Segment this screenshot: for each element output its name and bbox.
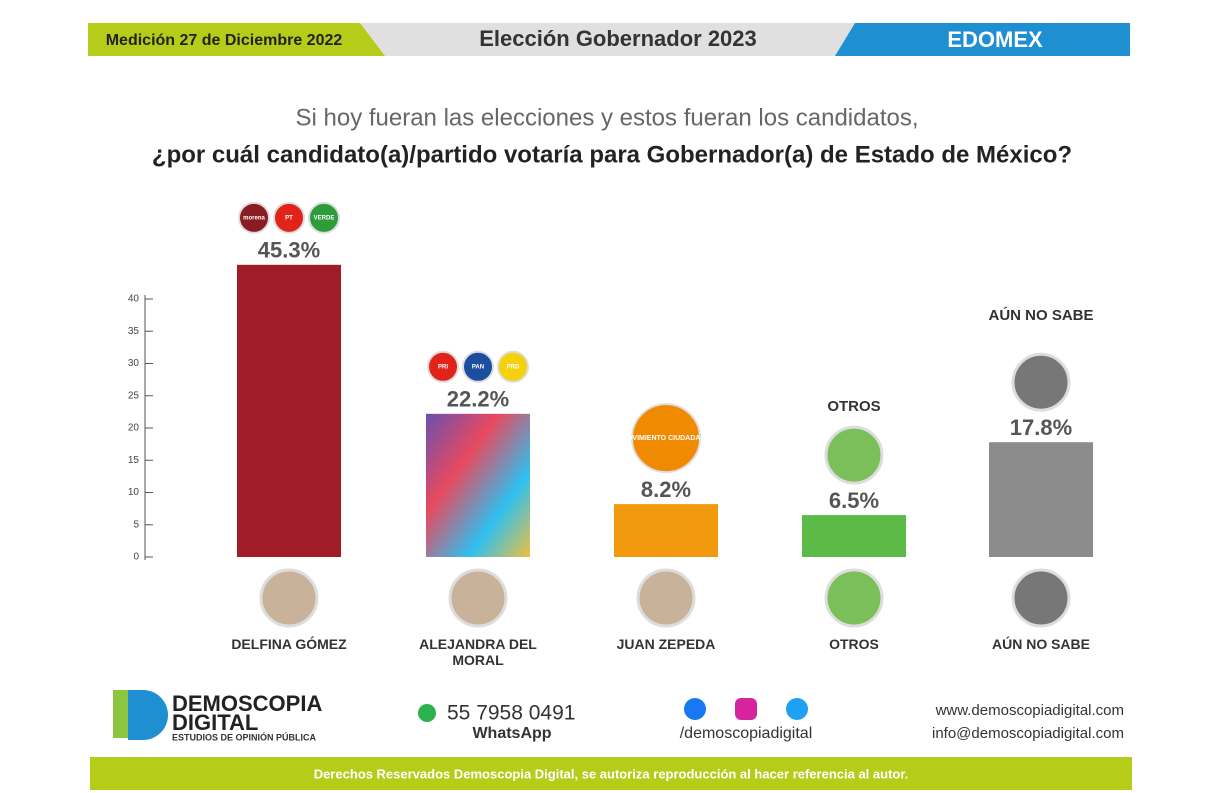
brand: DEMOSCOPIA — [172, 691, 322, 716]
category-label: OTROS — [829, 636, 879, 652]
party-logo — [238, 201, 270, 234]
candidate-photo — [448, 568, 508, 628]
annotation-icon — [824, 425, 884, 485]
annotation: OTROS — [827, 398, 881, 416]
brand: DIGITAL — [172, 710, 258, 735]
y-tick-label: 35 — [128, 326, 140, 337]
party-logo — [462, 350, 494, 383]
header-date-bg — [88, 23, 385, 56]
header-title-bg — [360, 23, 860, 56]
y-tick-label: 5 — [133, 519, 139, 530]
party-logo — [631, 403, 701, 474]
party-logo — [497, 350, 529, 383]
y-tick-label: 40 — [128, 294, 140, 305]
y-tick-label: 10 — [128, 487, 140, 498]
web[interactable]: www.demoscopiadigital.com — [935, 702, 1124, 719]
party-logo-text: MOVIMIENTO CIUDADANO — [621, 435, 711, 442]
y-tick-label: 20 — [128, 423, 140, 434]
candidate-photo — [824, 568, 884, 628]
category-label: JUAN ZEPEDA — [616, 636, 716, 652]
value-label: 45.3% — [258, 238, 320, 263]
whatsapp-icon — [418, 704, 436, 722]
phone: 55 7958 0491 — [447, 702, 575, 725]
header-region: EDOMEX — [947, 27, 1043, 52]
brand-logo — [128, 690, 168, 740]
value-label: 17.8% — [1010, 415, 1072, 440]
y-tick-label: 30 — [128, 358, 140, 369]
footer-rights: Derechos Reservados Demoscopia Digital, … — [314, 766, 909, 781]
y-tick-label: 15 — [128, 455, 140, 466]
y-tick-label: 25 — [128, 390, 140, 401]
value-label: 22.2% — [447, 387, 509, 412]
brand-tagline: ESTUDIOS DE OPINIÓN PÚBLICA — [172, 731, 317, 742]
candidate-photo — [259, 568, 319, 628]
category-label: DELFINA GÓMEZ — [231, 636, 347, 652]
email[interactable]: info@demoscopiadigital.com — [932, 725, 1124, 742]
party-logo-text: PT — [285, 215, 293, 221]
bar — [989, 442, 1093, 557]
bar — [237, 264, 341, 557]
party-logo-text: PRI — [438, 364, 448, 370]
header-title: Elección Gobernador 2023 — [479, 26, 757, 51]
party-logo-text: PAN — [472, 364, 484, 370]
bar — [614, 504, 718, 557]
whatsapp: WhatsApp — [472, 725, 551, 742]
party-logo-text: morena — [243, 215, 265, 221]
header-region-bg — [835, 23, 1130, 56]
value-label: 6.5% — [829, 488, 879, 513]
annotation-icon — [1011, 352, 1071, 412]
candidate-photo — [636, 568, 696, 628]
value-label: 8.2% — [641, 477, 691, 502]
footer-bar — [90, 757, 1132, 790]
category-label: ALEJANDRA DEL MORAL — [419, 636, 537, 668]
party-logo — [427, 350, 459, 383]
instagram-icon[interactable] — [735, 698, 757, 720]
category-label: AÚN NO SABE — [991, 636, 1090, 652]
annotation: AÚN NO SABE — [988, 307, 1094, 325]
social: /demoscopiadigital — [680, 725, 813, 742]
bar — [426, 413, 530, 557]
candidate-photo — [1011, 568, 1071, 628]
party-logo — [273, 201, 305, 234]
party-logo-text: VERDE — [314, 215, 335, 221]
chart-title: Si hoy fueran las elecciones y estos fue… — [295, 104, 918, 131]
y-tick-label: 0 — [133, 552, 139, 563]
twitter-icon[interactable] — [786, 698, 808, 720]
header-date: Medición 27 de Diciembre 2022 — [106, 32, 343, 49]
party-logo-text: PRD — [507, 364, 520, 370]
chart-subtitle: ¿por cuál candidato(a)/partido votaría p… — [152, 141, 1072, 168]
bar — [802, 515, 906, 557]
party-logo — [308, 201, 340, 234]
facebook-icon[interactable] — [684, 698, 706, 720]
